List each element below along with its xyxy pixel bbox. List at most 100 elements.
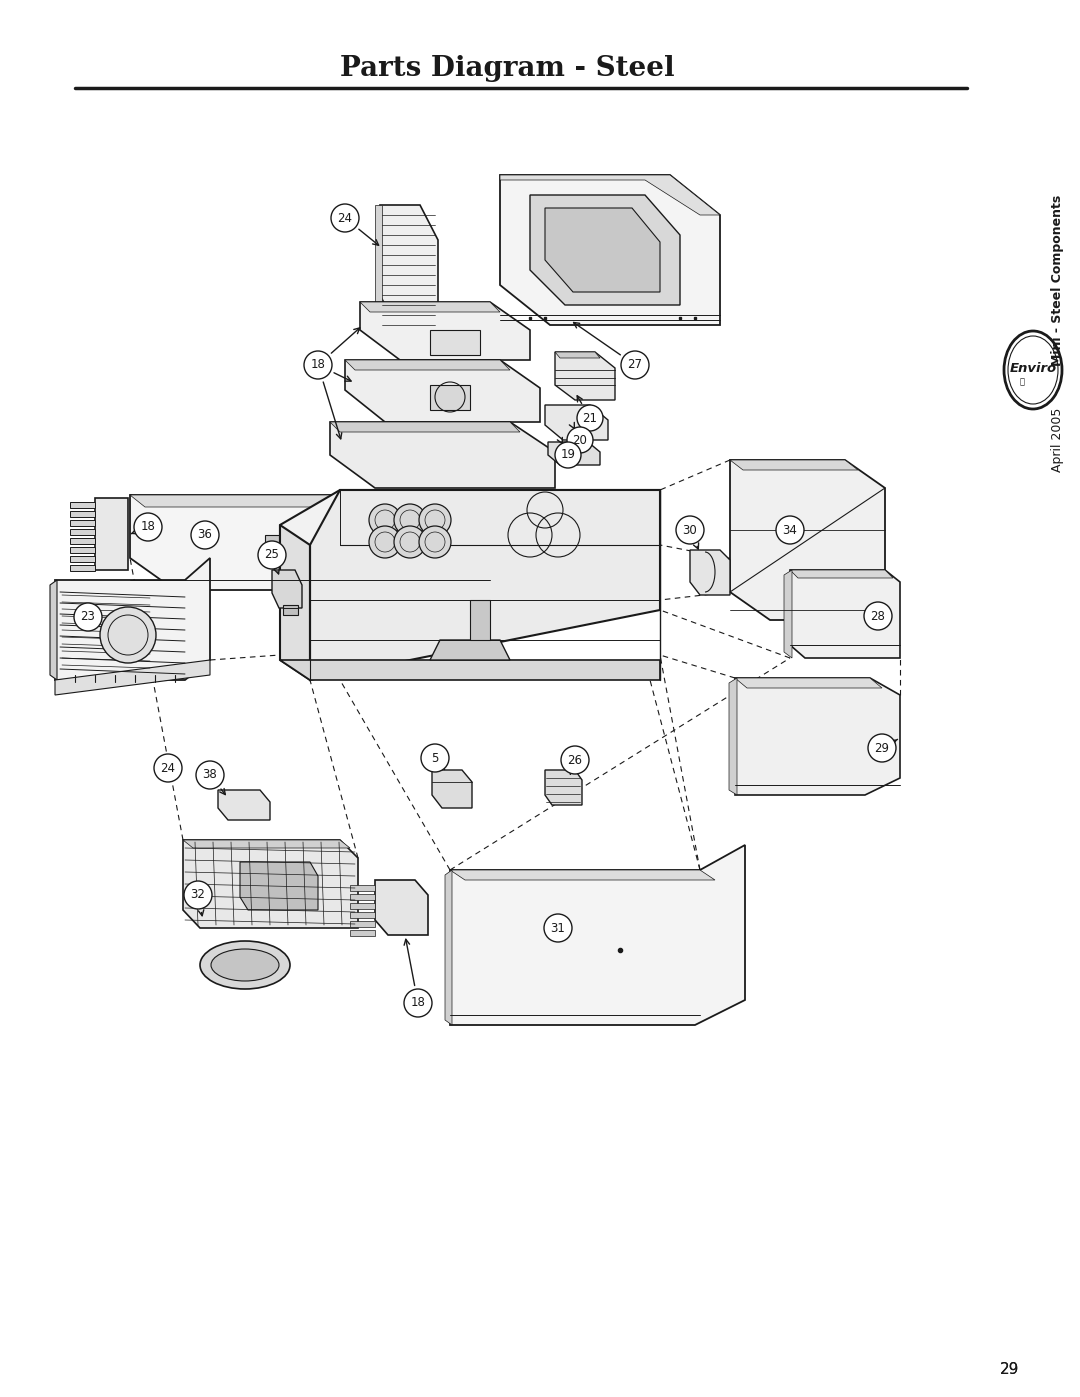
Polygon shape: [70, 564, 95, 571]
Polygon shape: [375, 880, 428, 935]
Circle shape: [561, 746, 589, 774]
Polygon shape: [445, 870, 453, 1025]
Polygon shape: [240, 862, 318, 909]
Polygon shape: [70, 520, 95, 527]
Polygon shape: [360, 302, 500, 312]
Polygon shape: [470, 599, 490, 640]
Polygon shape: [95, 497, 129, 570]
Polygon shape: [265, 535, 295, 545]
Polygon shape: [350, 902, 375, 909]
Text: Mini - Steel Components: Mini - Steel Components: [1052, 194, 1065, 366]
Polygon shape: [555, 352, 600, 358]
Polygon shape: [70, 511, 95, 517]
Polygon shape: [430, 386, 470, 409]
Circle shape: [134, 513, 162, 541]
Ellipse shape: [200, 942, 291, 989]
Polygon shape: [50, 580, 57, 680]
Circle shape: [191, 521, 219, 549]
Polygon shape: [345, 360, 540, 422]
Text: 24: 24: [337, 211, 352, 225]
Polygon shape: [690, 550, 730, 595]
Polygon shape: [729, 678, 737, 795]
Polygon shape: [430, 640, 510, 659]
Polygon shape: [280, 659, 660, 680]
Polygon shape: [735, 678, 882, 687]
Text: Enviro: Enviro: [1010, 362, 1056, 374]
Circle shape: [419, 504, 451, 536]
Polygon shape: [350, 930, 375, 936]
Text: 23: 23: [81, 610, 95, 623]
Polygon shape: [500, 175, 720, 215]
Polygon shape: [70, 556, 95, 562]
Polygon shape: [183, 840, 357, 928]
Polygon shape: [280, 490, 660, 580]
Text: 34: 34: [783, 524, 797, 536]
Circle shape: [621, 351, 649, 379]
Polygon shape: [270, 550, 291, 557]
Polygon shape: [183, 840, 350, 848]
Polygon shape: [545, 770, 582, 805]
Polygon shape: [730, 460, 885, 620]
Polygon shape: [130, 495, 460, 507]
Polygon shape: [350, 912, 375, 918]
Polygon shape: [730, 460, 858, 469]
Text: 〜: 〜: [1020, 377, 1025, 387]
Polygon shape: [450, 870, 715, 880]
Polygon shape: [360, 302, 530, 360]
Text: 21: 21: [582, 412, 597, 425]
Polygon shape: [310, 490, 660, 680]
Text: 28: 28: [870, 609, 886, 623]
Polygon shape: [350, 886, 375, 891]
Polygon shape: [555, 352, 615, 400]
Circle shape: [258, 541, 286, 569]
Polygon shape: [218, 789, 270, 820]
Polygon shape: [545, 405, 608, 440]
Polygon shape: [789, 570, 900, 658]
Text: 25: 25: [265, 549, 280, 562]
Text: 18: 18: [410, 996, 426, 1010]
Text: 24: 24: [161, 761, 175, 774]
Text: 27: 27: [627, 359, 643, 372]
Polygon shape: [432, 770, 472, 807]
Text: 38: 38: [203, 768, 217, 781]
Polygon shape: [272, 570, 302, 608]
Polygon shape: [350, 894, 375, 900]
Circle shape: [567, 427, 593, 453]
Text: 26: 26: [567, 753, 582, 767]
Text: 31: 31: [551, 922, 566, 935]
Circle shape: [100, 608, 156, 664]
Circle shape: [676, 515, 704, 543]
Polygon shape: [283, 605, 298, 615]
Polygon shape: [345, 360, 510, 370]
Circle shape: [369, 527, 401, 557]
Circle shape: [184, 882, 212, 909]
Circle shape: [75, 604, 102, 631]
Circle shape: [421, 745, 449, 773]
Text: 18: 18: [311, 359, 325, 372]
Circle shape: [544, 914, 572, 942]
Text: 19: 19: [561, 448, 576, 461]
Polygon shape: [330, 422, 519, 432]
Circle shape: [330, 204, 359, 232]
Text: 20: 20: [572, 433, 588, 447]
Polygon shape: [330, 422, 555, 488]
Circle shape: [868, 733, 896, 761]
Circle shape: [154, 754, 183, 782]
Text: 36: 36: [198, 528, 213, 542]
Circle shape: [195, 761, 224, 789]
Text: 29: 29: [1000, 1362, 1020, 1376]
Circle shape: [394, 504, 426, 536]
Polygon shape: [55, 557, 210, 680]
Circle shape: [303, 351, 332, 379]
Polygon shape: [375, 205, 382, 330]
Text: 29: 29: [1000, 1362, 1020, 1376]
Circle shape: [864, 602, 892, 630]
Polygon shape: [70, 538, 95, 543]
Ellipse shape: [1004, 331, 1062, 409]
Text: Parts Diagram - Steel: Parts Diagram - Steel: [340, 54, 675, 81]
Polygon shape: [350, 921, 375, 928]
Polygon shape: [430, 330, 480, 355]
Polygon shape: [450, 845, 745, 1025]
Circle shape: [777, 515, 804, 543]
Polygon shape: [500, 175, 720, 326]
